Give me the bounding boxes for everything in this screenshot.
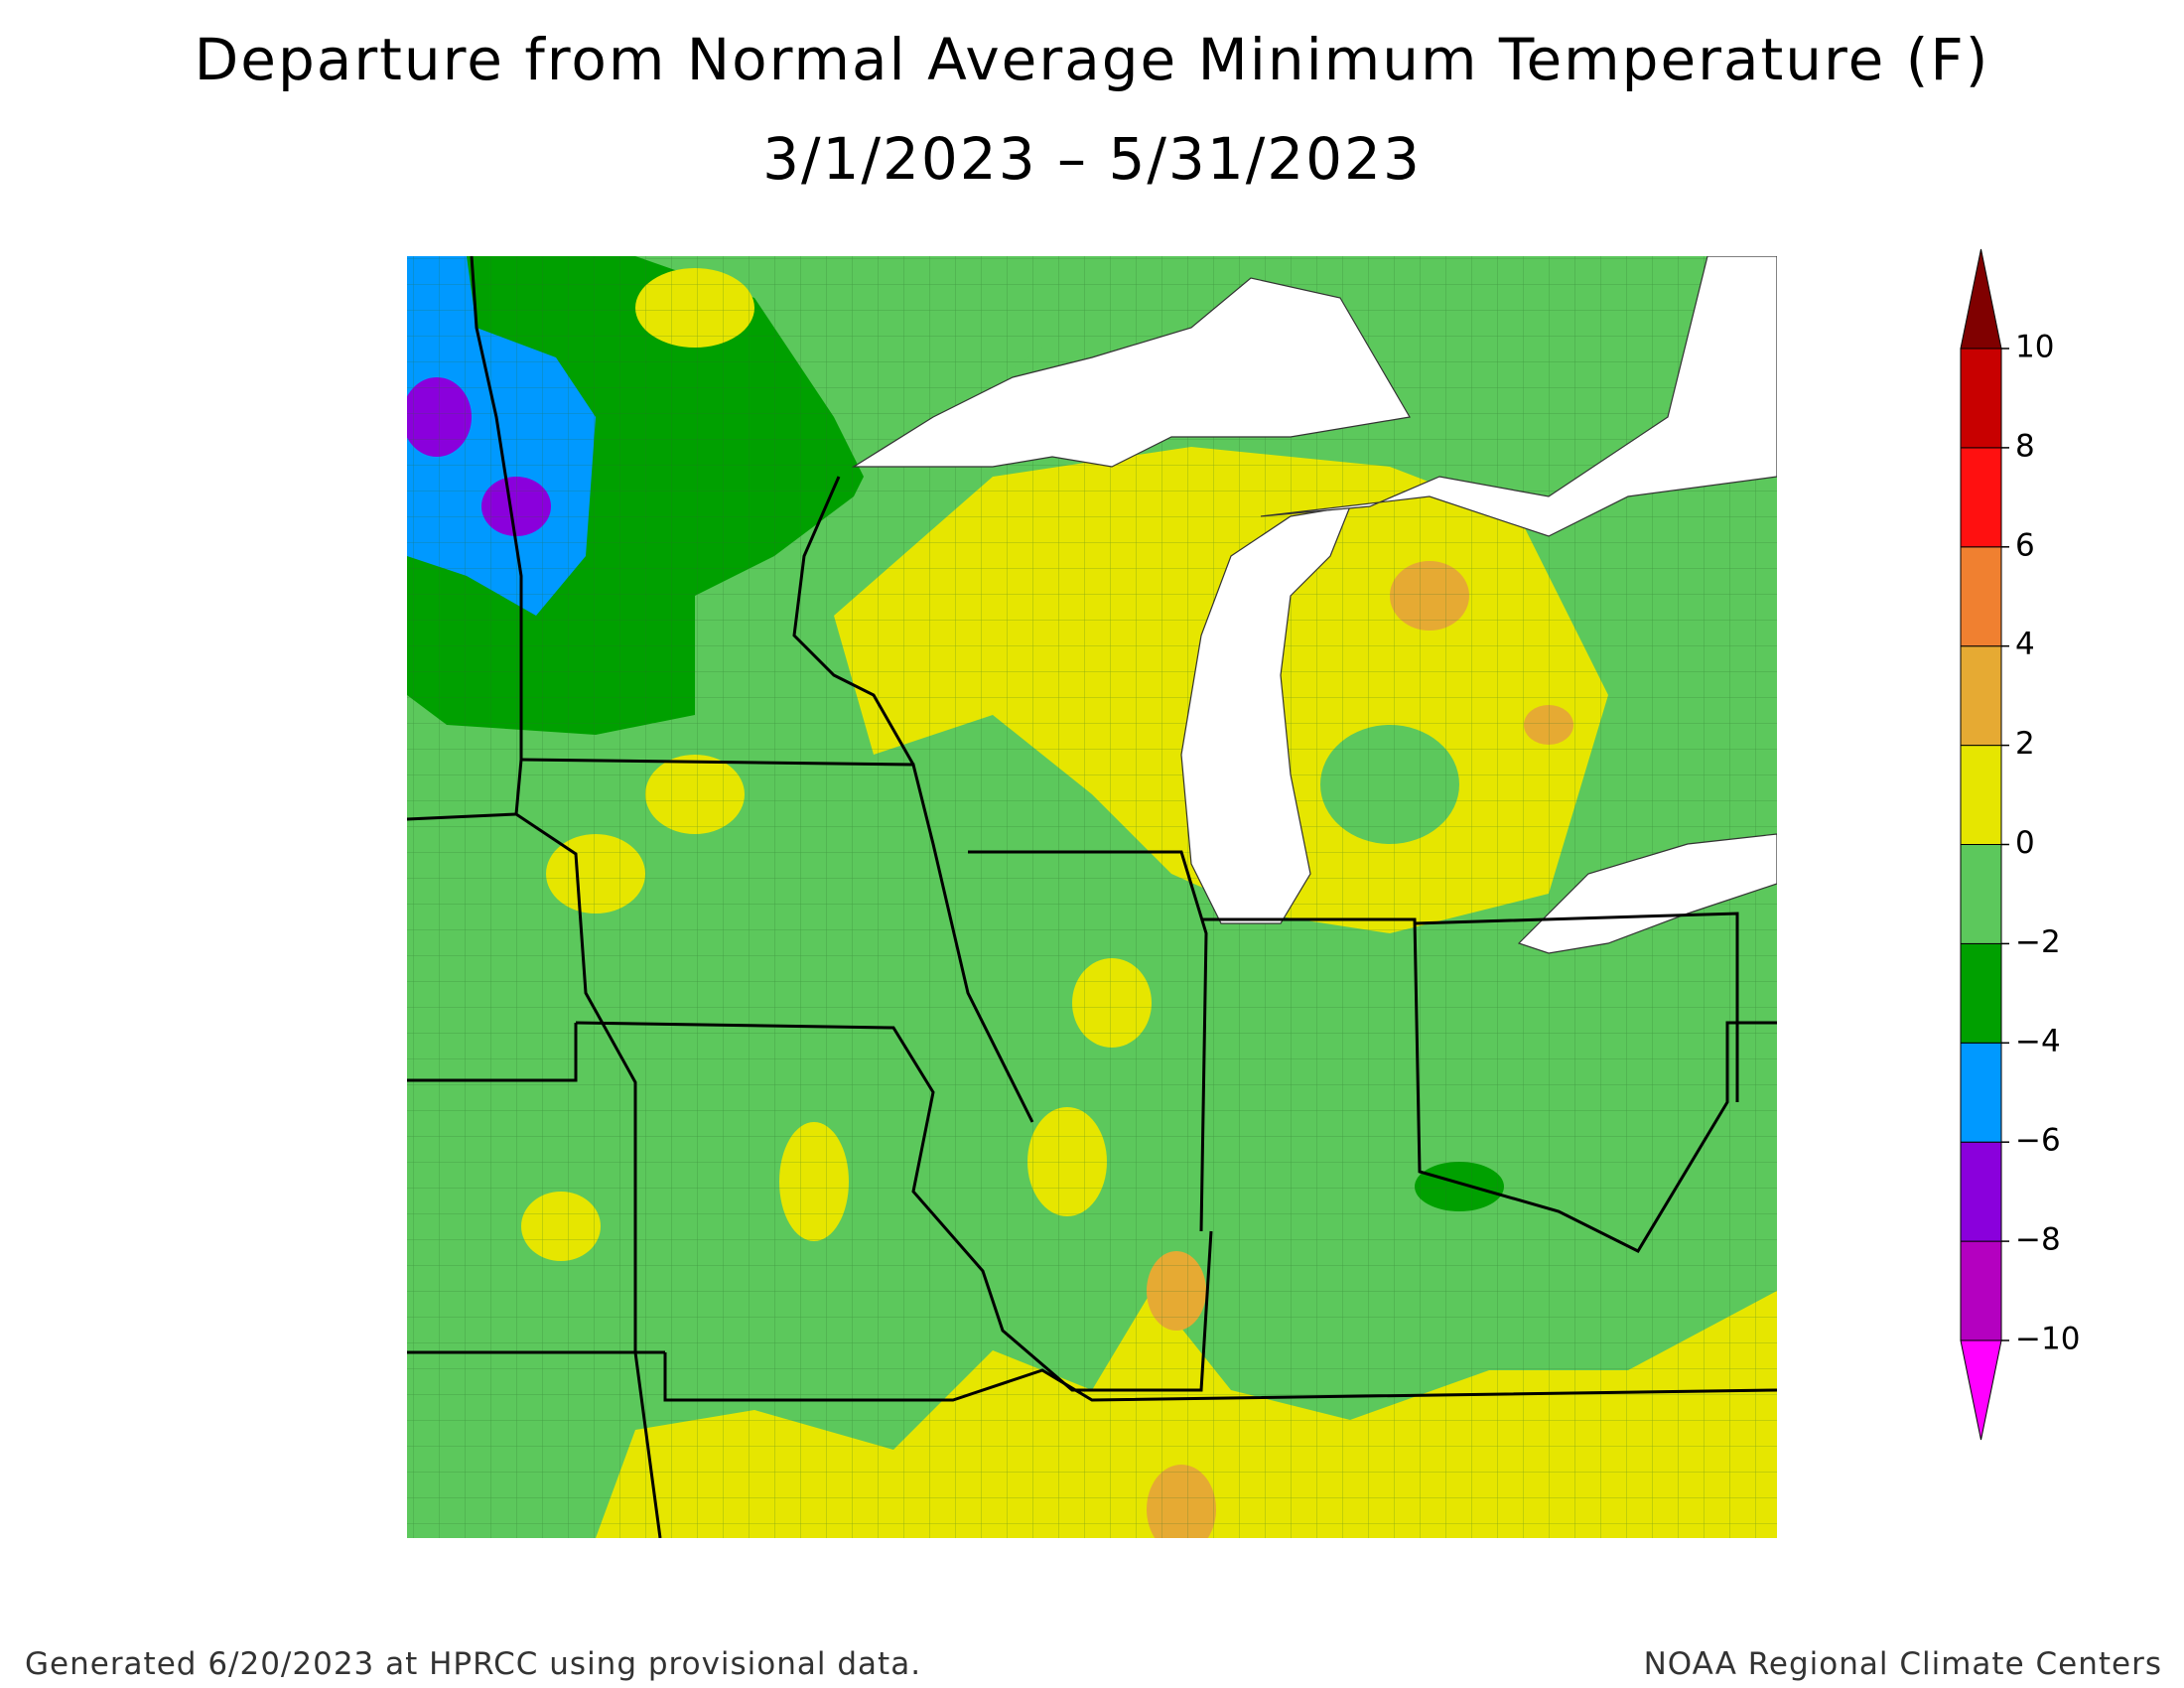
state-line: [407, 1023, 578, 1082]
state-line: [1414, 912, 1739, 1102]
state-line: [575, 1021, 1213, 1392]
colorbar-segment: [1960, 1141, 2002, 1242]
colorbar-segment: [1960, 1240, 2002, 1341]
colorbar-label: −4: [2015, 1024, 2061, 1059]
footer-right: NOAA Regional Climate Centers: [1644, 1646, 2162, 1682]
colorbar-segment: [1960, 844, 2002, 944]
map: [407, 256, 1777, 1538]
colorbar-label: 4: [2015, 627, 2035, 662]
colorbar-label: −8: [2015, 1222, 2061, 1258]
colorbar-segment: [1960, 1042, 2002, 1143]
lake: [1180, 505, 1351, 924]
footer-left: Generated 6/20/2023 at HPRCC using provi…: [25, 1646, 921, 1682]
colorbar-label: 0: [2015, 825, 2035, 861]
colorbar-label: 6: [2015, 527, 2035, 563]
state-line: [968, 850, 1208, 1232]
legend: −10 −8 −6 −4 −2 0 2 4 6 8 10: [1960, 248, 2080, 1441]
colorbar-label: 8: [2015, 428, 2035, 464]
state-line: [407, 812, 517, 821]
colorbar-segment: [1960, 645, 2002, 747]
colorbar-segment: [1960, 942, 2002, 1044]
lake: [1517, 833, 1777, 954]
state-line: [520, 758, 1034, 1123]
lake: [1260, 256, 1777, 537]
state-line: [1201, 917, 1777, 1253]
colorbar-triangle: [1960, 248, 2002, 350]
colorbar-label: −2: [2015, 924, 2061, 960]
colorbar-segment: [1960, 745, 2002, 845]
colorbar-label: 2: [2015, 726, 2035, 762]
colorbar-segment: [1960, 348, 2002, 449]
lake: [851, 277, 1411, 468]
colorbar-label: 10: [2015, 330, 2054, 365]
colorbar-label: −10: [2015, 1322, 2080, 1357]
colorbar-segment: [1960, 447, 2002, 548]
title-line: Departure from Normal Average Minimum Te…: [195, 26, 1990, 93]
state-line: [663, 1352, 1777, 1402]
colorbar-segment: [1960, 546, 2002, 647]
state-line: [792, 476, 915, 766]
colorbar-label: −6: [2015, 1123, 2061, 1159]
colorbar-triangle: [1960, 1339, 2002, 1441]
title-line: 3/1/2023 – 5/31/2023: [762, 125, 1422, 193]
